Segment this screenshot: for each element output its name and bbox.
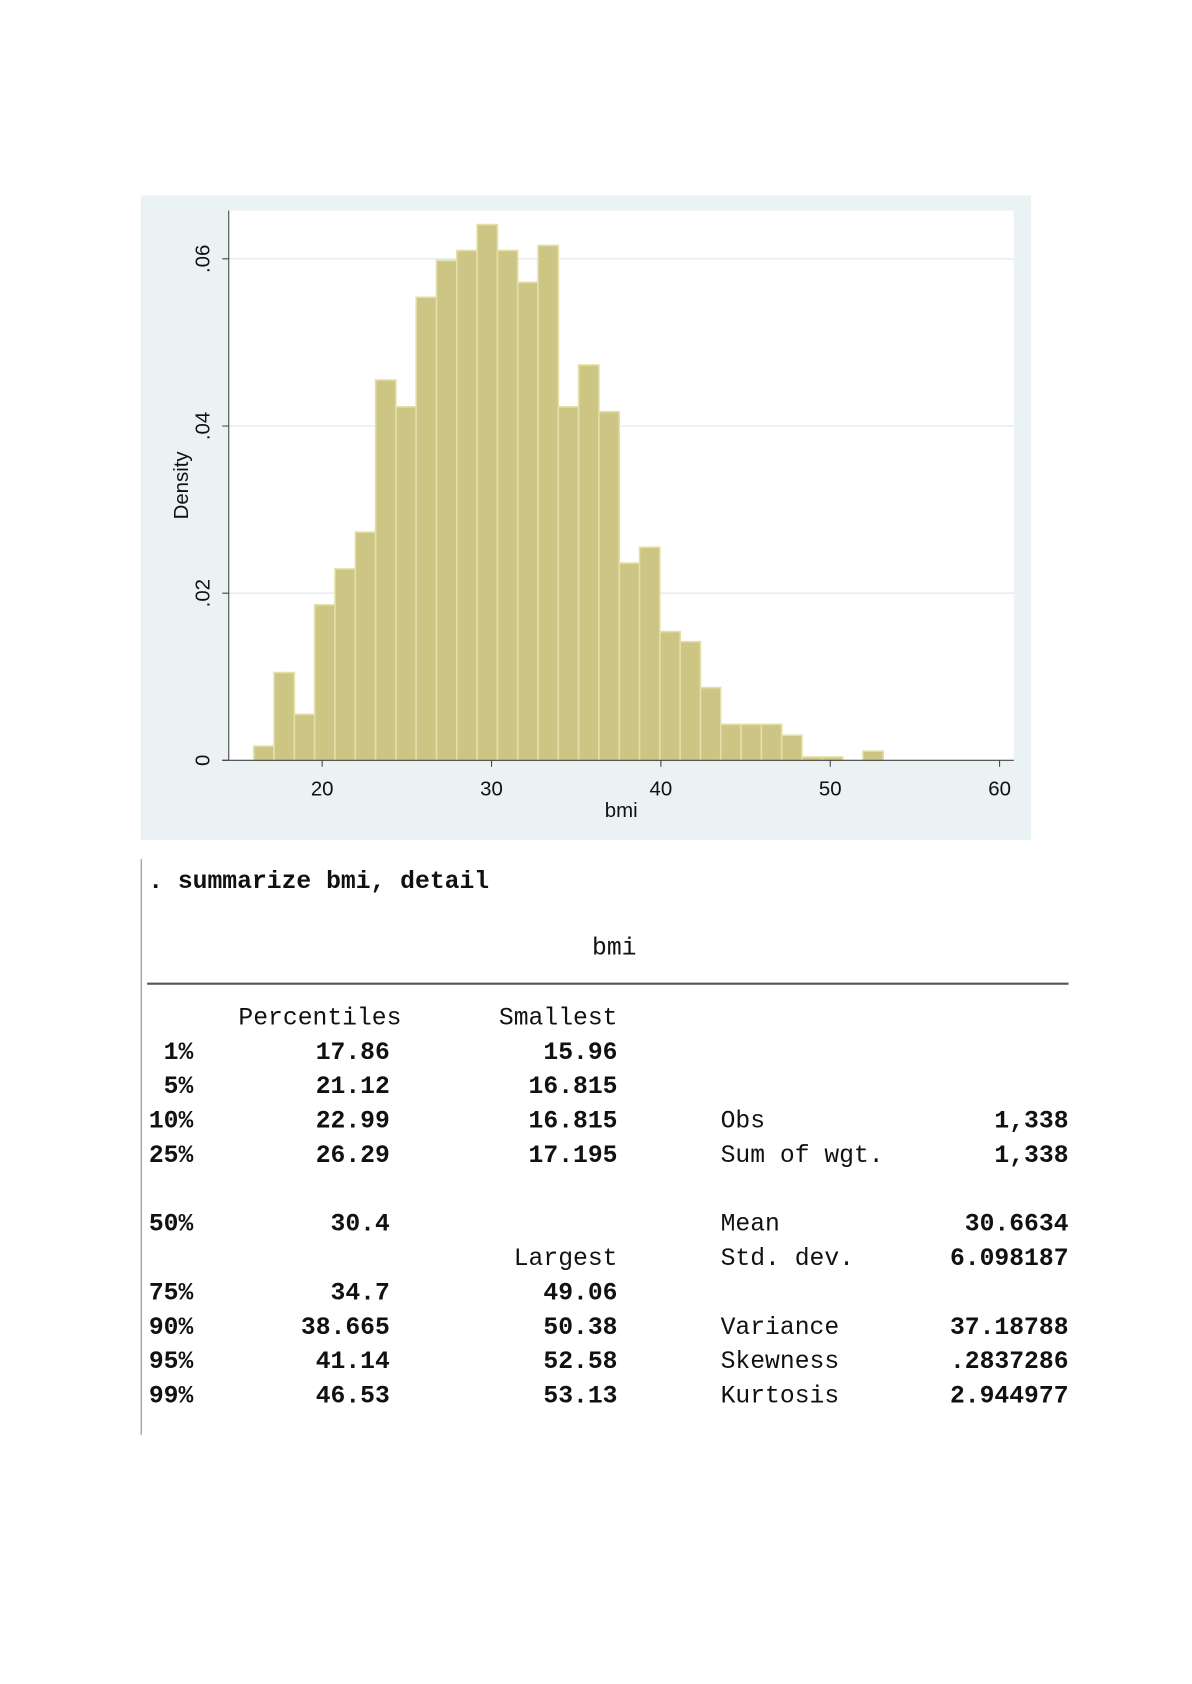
stata-console-output: . summarize bmi, detail bmi Percentiles … [140, 859, 1087, 1435]
histogram-bar [435, 259, 458, 762]
histogram-bar [516, 281, 539, 762]
command-line: . summarize bmi, detail [148, 867, 490, 896]
summary-row: 95% 41.14 52.58 Skewness .2837286 [142, 1345, 1087, 1379]
extreme-value: 50.38 [543, 1313, 618, 1342]
percentile-value: 38.665 [300, 1313, 390, 1342]
statistic-value: 6.098187 [949, 1244, 1069, 1273]
extreme-value: 49.06 [543, 1279, 618, 1307]
percentile-value: 41.14 [315, 1347, 390, 1376]
percentile-label: 5% [163, 1072, 194, 1101]
histogram-bar [537, 244, 560, 762]
histogram-bar [598, 410, 621, 762]
histogram-bar [699, 686, 722, 762]
histogram-bar [395, 405, 418, 762]
extreme-value: 16.815 [528, 1107, 618, 1136]
histogram-chart: 0 .02 .04 .06 20 30 40 50 60 bmi Density [171, 210, 1014, 822]
smallest-header: Smallest [498, 1004, 618, 1033]
extreme-value: 15.96 [543, 1038, 618, 1067]
percentiles-header: Percentiles [238, 1004, 402, 1033]
statistic-label: Skewness [720, 1347, 840, 1376]
x-tick-label: 60 [988, 779, 1011, 801]
statistic-value: 1,338 [994, 1141, 1069, 1170]
percentile-value: 30.4 [330, 1210, 390, 1239]
percentile-label: 75% [148, 1279, 194, 1307]
y-tick-label: .04 [192, 412, 214, 440]
percentile-label: 99% [148, 1382, 194, 1411]
statistic-value: 30.6634 [964, 1210, 1069, 1239]
percentile-label: 90% [148, 1313, 194, 1342]
statistic-label: Mean [720, 1210, 780, 1239]
histogram-bar [638, 546, 661, 762]
percentile-value: 21.12 [315, 1072, 390, 1101]
histogram-bar [354, 531, 377, 762]
summary-row: 5% 21.12 16.815 [142, 1070, 1087, 1104]
percentile-value: 17.86 [315, 1038, 390, 1067]
summary-row: 10% 22.99 16.815 Obs 1,338 [142, 1104, 1087, 1138]
histogram-bar [374, 379, 397, 762]
percentile-value: 34.7 [330, 1279, 390, 1307]
histogram-bar [862, 750, 885, 762]
y-tick-label: .02 [192, 579, 214, 607]
summary-row: 75% 34.7 49.06 [142, 1276, 1087, 1310]
histogram-bar [293, 713, 316, 762]
extreme-value: 16.815 [528, 1072, 618, 1101]
statistic-value: 37.18788 [949, 1313, 1069, 1342]
statistic-label: Kurtosis [720, 1382, 840, 1411]
percentile-label: 25% [148, 1141, 194, 1170]
extreme-value: 53.13 [543, 1382, 618, 1411]
column-header-row: Percentiles Smallest [142, 1001, 1087, 1035]
y-tick-label: 0 [192, 755, 214, 766]
percentile-label: 95% [148, 1347, 194, 1376]
histogram-panel: 0 .02 .04 .06 20 30 40 50 60 bmi Density [140, 195, 1031, 840]
variable-header: bmi [592, 934, 637, 963]
histogram-bar [252, 745, 275, 762]
summary-row: 1% 17.86 15.96 [142, 1035, 1087, 1069]
histogram-bar [476, 223, 499, 762]
summary-row: 50% 30.4 Mean 30.6634 [142, 1207, 1087, 1241]
percentile-value: 22.99 [315, 1107, 390, 1136]
summary-row: 25% 26.29 17.195 Sum of wgt. 1,338 [142, 1138, 1087, 1172]
statistic-value: 1,338 [994, 1107, 1069, 1136]
histogram-bar [313, 604, 336, 762]
percentile-value: 26.29 [315, 1141, 390, 1170]
histogram-bar [577, 364, 600, 762]
histogram-bar [273, 671, 296, 762]
x-tick-label: 50 [819, 779, 842, 801]
histogram-bar [618, 562, 641, 762]
x-tick-label: 30 [480, 779, 503, 801]
histogram-bar [740, 723, 763, 762]
summary-row: 90% 38.665 50.38 Variance 37.18788 [142, 1310, 1087, 1344]
statistic-value: .2837286 [949, 1347, 1069, 1376]
statistic-label: Sum of wgt. [720, 1141, 884, 1170]
summary-row: Largest Std. dev. 6.098187 [142, 1241, 1087, 1275]
percentile-label: 50% [148, 1210, 194, 1239]
statistic-label: Std. dev. [720, 1244, 855, 1273]
percentile-value: 46.53 [315, 1382, 390, 1411]
extreme-value: 52.58 [543, 1347, 618, 1376]
histogram-bar [679, 640, 702, 762]
x-tick-label: 40 [650, 779, 673, 801]
x-tick-label: 20 [311, 779, 334, 801]
histogram-bar [780, 734, 803, 762]
extreme-value: 17.195 [528, 1141, 618, 1170]
percentile-label: 10% [148, 1107, 194, 1136]
summary-row: 99% 46.53 53.13 Kurtosis 2.944977 [142, 1379, 1087, 1413]
histogram-bar [415, 296, 438, 762]
histogram-bar [334, 568, 357, 762]
histogram-bar [760, 723, 783, 762]
largest-header: Largest [513, 1244, 618, 1273]
statistic-label: Obs [720, 1107, 766, 1136]
y-tick-label: .06 [192, 245, 214, 273]
x-axis-title: bmi [605, 800, 638, 822]
percentile-label: 1% [163, 1038, 194, 1067]
histogram-bar [496, 249, 519, 762]
histogram-bar [557, 405, 580, 762]
histogram-bar [719, 723, 742, 762]
histogram-bar [659, 630, 681, 762]
y-axis-title: Density [171, 451, 193, 520]
statistic-label: Variance [720, 1313, 840, 1342]
histogram-bar [456, 249, 478, 762]
header-rule [147, 982, 1069, 985]
statistic-value: 2.944977 [949, 1382, 1069, 1411]
